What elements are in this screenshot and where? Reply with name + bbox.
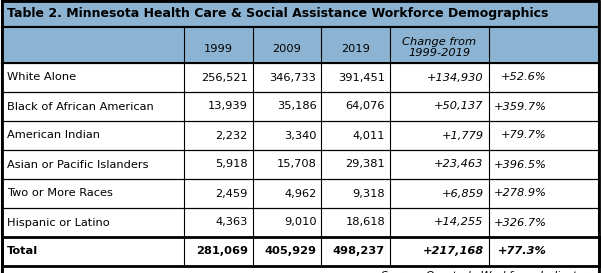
- Text: 5,918: 5,918: [215, 159, 248, 170]
- Text: 64,076: 64,076: [346, 102, 385, 111]
- Text: 9,010: 9,010: [284, 218, 316, 227]
- Text: 9,318: 9,318: [352, 188, 385, 198]
- Text: 35,186: 35,186: [276, 102, 316, 111]
- Bar: [2, 179, 599, 208]
- Bar: [2, 27, 599, 63]
- Text: 3,340: 3,340: [284, 130, 316, 141]
- Text: 391,451: 391,451: [338, 73, 385, 82]
- Text: Asian or Pacific Islanders: Asian or Pacific Islanders: [7, 159, 148, 170]
- Text: +326.7%: +326.7%: [493, 218, 546, 227]
- Text: +14,255: +14,255: [434, 218, 484, 227]
- Text: +359.7%: +359.7%: [493, 102, 546, 111]
- Text: 18,618: 18,618: [346, 218, 385, 227]
- Text: +77.3%: +77.3%: [498, 247, 546, 257]
- Text: 2,459: 2,459: [215, 188, 248, 198]
- Text: 4,363: 4,363: [215, 218, 248, 227]
- Text: Change from: Change from: [402, 37, 477, 47]
- Text: +23,463: +23,463: [434, 159, 484, 170]
- Bar: [2, 121, 599, 150]
- Text: Black of African American: Black of African American: [7, 102, 154, 111]
- Text: 4,962: 4,962: [284, 188, 316, 198]
- Text: +278.9%: +278.9%: [493, 188, 546, 198]
- Bar: [2, 63, 599, 92]
- Bar: [2, 266, 599, 273]
- Text: 1999: 1999: [204, 44, 233, 54]
- Text: Table 2. Minnesota Health Care & Social Assistance Workforce Demographics: Table 2. Minnesota Health Care & Social …: [7, 7, 548, 20]
- Text: 15,708: 15,708: [276, 159, 316, 170]
- Bar: [2, 150, 599, 179]
- Text: +1,779: +1,779: [441, 130, 484, 141]
- Text: +52.6%: +52.6%: [501, 73, 546, 82]
- Text: 498,237: 498,237: [333, 247, 385, 257]
- Text: 2019: 2019: [341, 44, 370, 54]
- Text: 13,939: 13,939: [208, 102, 248, 111]
- Bar: [2, 1, 599, 27]
- Bar: [2, 92, 599, 121]
- Text: 405,929: 405,929: [264, 247, 316, 257]
- Text: American Indian: American Indian: [7, 130, 100, 141]
- Text: Hispanic or Latino: Hispanic or Latino: [7, 218, 110, 227]
- Text: 256,521: 256,521: [201, 73, 248, 82]
- Text: 281,069: 281,069: [196, 247, 248, 257]
- Bar: [2, 237, 599, 266]
- Text: +134,930: +134,930: [427, 73, 484, 82]
- Text: 2009: 2009: [273, 44, 302, 54]
- Text: 346,733: 346,733: [269, 73, 316, 82]
- Text: +396.5%: +396.5%: [493, 159, 546, 170]
- Text: Source: Quarterly Workforce Indicators: Source: Quarterly Workforce Indicators: [382, 271, 594, 273]
- Text: Total: Total: [7, 247, 38, 257]
- Bar: [2, 208, 599, 237]
- Text: 29,381: 29,381: [346, 159, 385, 170]
- Text: Two or More Races: Two or More Races: [7, 188, 113, 198]
- Text: White Alone: White Alone: [7, 73, 76, 82]
- Text: +50,137: +50,137: [434, 102, 484, 111]
- Text: +79.7%: +79.7%: [501, 130, 546, 141]
- Text: 1999-2019: 1999-2019: [408, 48, 471, 58]
- Text: +217,168: +217,168: [423, 247, 484, 257]
- Text: 2,232: 2,232: [216, 130, 248, 141]
- Text: +6,859: +6,859: [441, 188, 484, 198]
- Text: 4,011: 4,011: [353, 130, 385, 141]
